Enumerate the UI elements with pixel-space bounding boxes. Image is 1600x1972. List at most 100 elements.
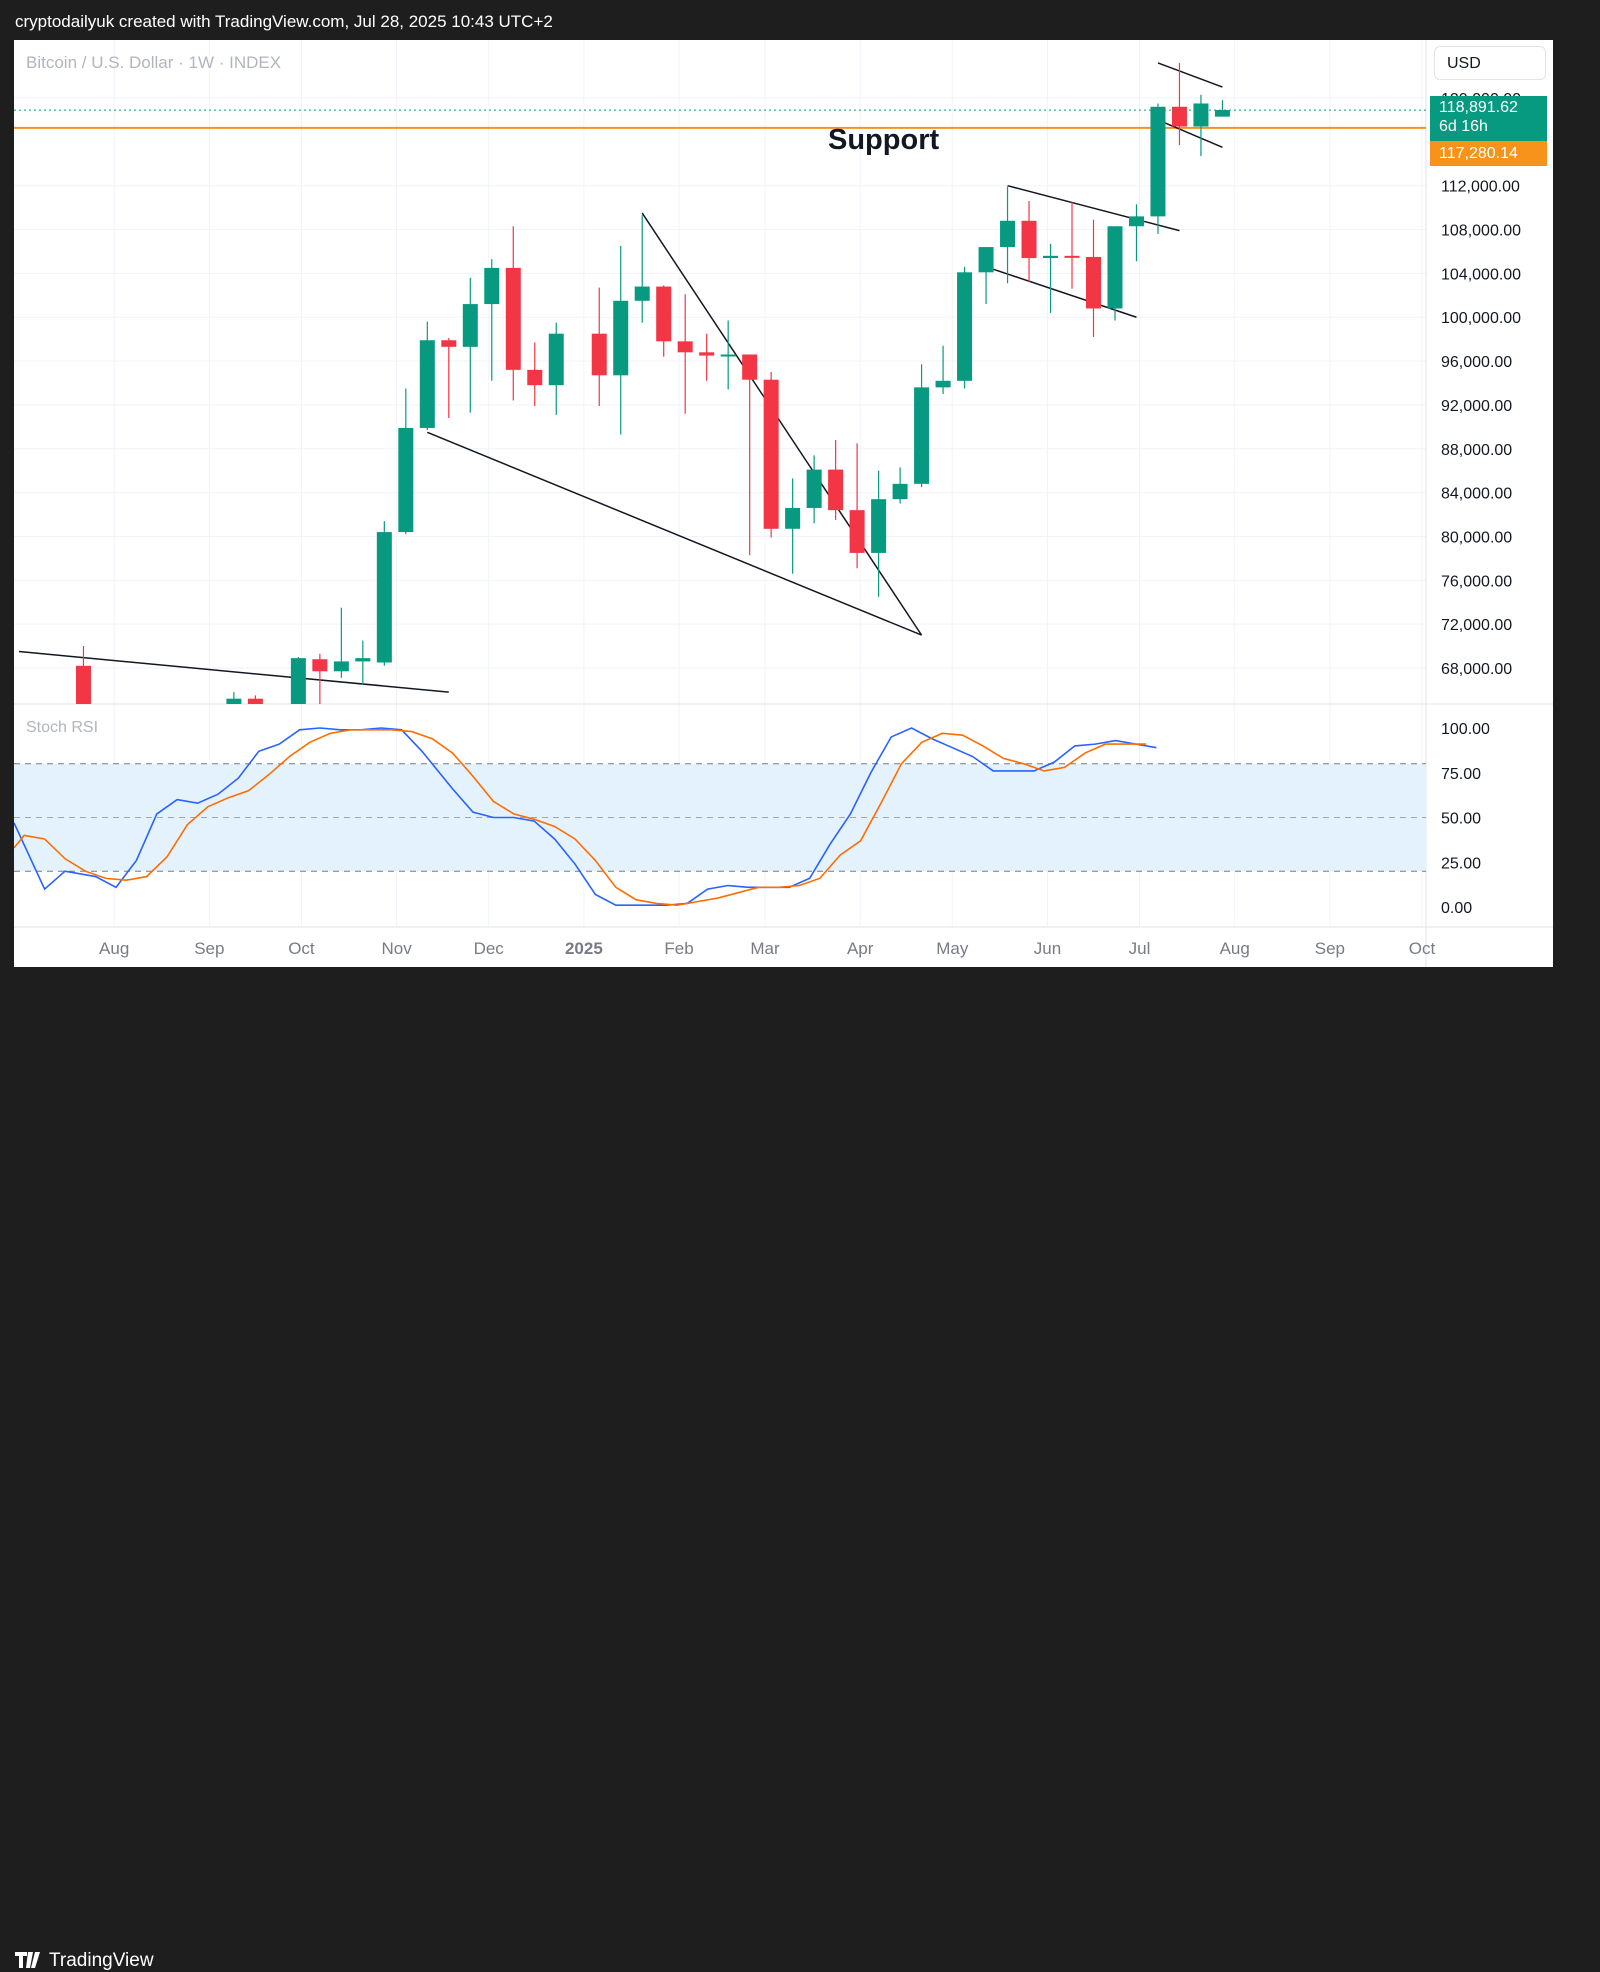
candle-body [376,532,392,663]
candle-body [828,469,844,511]
price-tick-label: 100,000.00 [1441,310,1521,327]
candle-body [226,698,242,704]
stoch-tick-label: 0.00 [1441,900,1472,917]
price-axis[interactable]: 120,000.00112,000.00108,000.00104,000.00… [1441,91,1521,678]
candle-body [720,354,736,357]
candle-body [613,300,629,376]
price-tick-label: 84,000.00 [1441,486,1512,503]
candle-body [247,698,263,704]
trendline [427,431,922,636]
candle-body [548,333,564,386]
price-tick-label: 96,000.00 [1441,354,1512,371]
candle-body [656,286,672,342]
time-tick-label: Mar [750,939,780,958]
candle-body [957,272,973,381]
screenshot-frame: cryptodailyuk created with TradingView.c… [0,0,1568,1971]
candle-body [312,659,328,672]
time-tick-label: Jun [1034,939,1061,958]
candle-body [333,661,349,672]
trendline [1157,62,1223,88]
candle-countdown: 6d 16h [1439,118,1488,135]
candle-body [505,267,521,370]
stoch-k-line [14,727,1157,907]
candle-body [1000,220,1016,248]
candle-body [398,427,414,533]
stoch-tick-label: 75.00 [1441,766,1481,783]
price-tick-label: 76,000.00 [1441,573,1512,590]
price-tick-label: 68,000.00 [1441,661,1512,678]
price-tick-label: 92,000.00 [1441,398,1512,415]
price-tick-label: 112,000.00 [1441,179,1520,196]
time-tick-label: Feb [664,939,693,958]
candle-body [806,469,822,508]
time-tick-label: May [936,939,969,958]
stoch-d-line [14,728,1147,907]
candle-body [591,333,607,376]
candle-body [871,499,887,553]
candle-body [1021,220,1037,259]
price-tick-label: 80,000.00 [1441,529,1512,546]
candle-body [484,267,500,305]
price-tick-label: 104,000.00 [1441,266,1521,283]
current-price-label: 118,891.62 6d 16h [1430,96,1547,141]
indicator-label: Stoch RSI [26,719,99,736]
stoch-axis[interactable]: 100.00 75.00 50.00 25.00 0.00 [1441,721,1490,917]
time-tick-label: Dec [474,939,505,958]
trendline [985,266,1137,318]
time-tick-label: Sep [194,939,224,958]
trendline [1157,119,1223,149]
footer-bar: TradingView [0,967,1568,1971]
candles [75,62,1230,704]
attribution-text: cryptodailyuk created with TradingView.c… [15,12,553,31]
support-annotation: Support [828,124,940,156]
time-tick-label: Aug [99,939,129,958]
candle-body [355,658,371,662]
stoch-tick-label: 25.00 [1441,855,1481,872]
stoch-band [14,763,1426,872]
candle-body [742,354,758,380]
candle-body [1043,255,1059,259]
price-tick-label: 72,000.00 [1441,617,1512,634]
candle-body [75,665,91,704]
candle-body [763,379,779,529]
time-tick-label: Sep [1315,939,1345,958]
tradingview-logo-icon [15,1952,40,1968]
candle-body [892,483,908,500]
candle-body [1086,256,1101,309]
stoch-lines [14,727,1157,907]
candle-body [1171,106,1187,127]
trendline [18,650,449,693]
chart-area[interactable]: 120,000.00112,000.00108,000.00104,000.00… [14,40,1553,967]
candle-body [699,352,715,356]
time-tick-label: Apr [847,939,874,958]
top-bar: cryptodailyuk created with TradingView.c… [0,0,1568,40]
time-tick-label: Nov [381,939,412,958]
support-price-label: 117,280.14 [1430,141,1547,166]
candle-body [1107,226,1123,309]
candle-body [1064,255,1080,258]
trendline [1007,184,1180,232]
candle-body [419,340,435,428]
currency-button[interactable]: USD [1434,46,1546,80]
candle-body [935,380,951,388]
time-tick-label: Oct [288,939,315,958]
candle-body [849,510,865,553]
time-tick-label: Jul [1129,939,1151,958]
time-tick-label: 2025 [565,939,603,958]
candle-body [677,341,693,353]
candle-body [1150,106,1166,217]
price-tick-label: 108,000.00 [1441,223,1521,240]
candle-body [785,507,801,529]
candle-body [527,369,543,386]
chart-svg[interactable]: 120,000.00112,000.00108,000.00104,000.00… [14,40,1553,967]
tradingview-brand: TradingView [49,1950,154,1971]
candle-body [1193,103,1209,127]
trendline [641,212,923,636]
candle-body [1128,216,1144,227]
candle-body [441,340,457,347]
current-price-value: 118,891.62 [1439,99,1518,116]
stoch-tick-label: 50.00 [1441,811,1481,828]
price-tick-label: 88,000.00 [1441,442,1512,459]
time-axis[interactable]: Aug Sep Oct Nov Dec 2025 Feb Mar Apr May Jun Jul Aug… [99,939,1435,958]
candle-body [1214,110,1230,117]
